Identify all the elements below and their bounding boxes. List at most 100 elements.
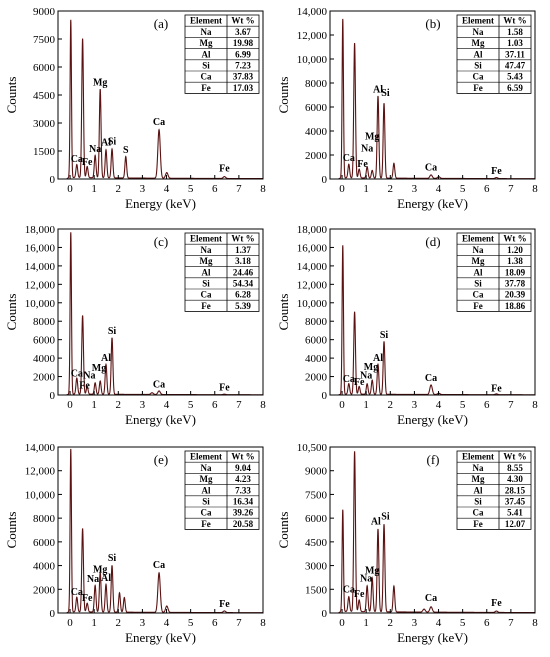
y-axis-label: Counts — [276, 512, 291, 549]
table-cell-element: Na — [473, 463, 484, 473]
table-cell-value: 1.20 — [507, 245, 523, 255]
x-tick-label: 2 — [116, 399, 122, 411]
y-tick-label: 10,000 — [297, 54, 328, 66]
peak-label: Al — [101, 573, 111, 584]
peak-label: Ca — [153, 560, 165, 571]
table-cell-element: Ca — [473, 508, 484, 518]
x-tick-label: 4 — [436, 399, 442, 411]
table-cell-value: 37.45 — [505, 497, 526, 507]
y-tick-label: 12,000 — [25, 466, 56, 478]
y-tick-label: 12,000 — [297, 30, 328, 42]
peak-label: Ca — [425, 163, 437, 174]
peak-label: Si — [108, 553, 117, 564]
table-cell-element: Al — [202, 485, 211, 495]
x-tick-label: 6 — [212, 399, 218, 411]
peak-label: Ca — [71, 369, 83, 380]
table-cell-element: Mg — [200, 256, 213, 266]
table-border — [184, 450, 260, 530]
y-axis-label: Counts — [4, 294, 19, 331]
x-tick-label: 1 — [91, 617, 97, 629]
x-tick-label: 4 — [436, 183, 442, 195]
y-tick-label: 6000 — [33, 335, 56, 347]
x-tick-label: 8 — [260, 399, 266, 411]
table-cell-value: 39.26 — [233, 508, 254, 518]
peak-label: Si — [380, 330, 389, 341]
y-tick-label: 7500 — [305, 489, 328, 501]
x-tick-label: 3 — [412, 183, 418, 195]
table-cell-value: 9.04 — [235, 463, 251, 473]
peak-label: Mg — [93, 78, 107, 89]
x-tick-label: 8 — [260, 183, 266, 195]
y-tick-label: 12,000 — [25, 279, 56, 291]
table-border — [456, 232, 532, 312]
peak-label: Ca — [343, 153, 355, 164]
x-tick-label: 4 — [164, 183, 170, 195]
x-tick-label: 0 — [67, 617, 73, 629]
panel-label: (f) — [427, 452, 440, 467]
peak-label: Fe — [82, 593, 93, 604]
plot-frame — [57, 228, 264, 396]
table-cell-value: 1.38 — [507, 256, 523, 266]
peak-label: Mg — [93, 565, 107, 576]
peak-label: Ca — [71, 154, 83, 165]
x-tick-label: 5 — [460, 617, 466, 629]
table-cell-value: 18.09 — [505, 267, 526, 277]
table-border — [184, 14, 260, 94]
peak-label: Ca — [343, 584, 355, 595]
x-tick-label: 5 — [188, 399, 194, 411]
table-cell-element: Mg — [472, 256, 485, 266]
peak-label: Na — [83, 370, 95, 381]
spectrum-panel: 0 1 2 3 4 5 6 7 8 0 2000 4000 6000 8000 10,000 12,000 14… — [4, 224, 266, 427]
y-tick-label: 1500 — [305, 584, 328, 596]
peak-label: Ca — [343, 374, 355, 385]
y-tick-label: 16,000 — [297, 242, 328, 254]
table-cell-value: 20.58 — [233, 519, 254, 529]
x-tick-label: 0 — [67, 399, 73, 411]
x-tick-label: 7 — [508, 399, 514, 411]
table-cell-element: Si — [474, 61, 482, 71]
table-cell-value: 4.30 — [507, 474, 523, 484]
peak-label: S — [123, 145, 129, 156]
y-tick-label: 2000 — [305, 150, 328, 162]
x-tick-label: 6 — [484, 183, 490, 195]
table-cell-value: 17.03 — [233, 83, 254, 93]
y-tick-label: 8000 — [33, 513, 56, 525]
y-tick-label: 14,000 — [25, 261, 56, 273]
y-tick-label: 4500 — [305, 537, 328, 549]
x-tick-label: 8 — [260, 617, 266, 629]
table-header: Element — [190, 234, 222, 244]
table-cell-value: 6.28 — [235, 290, 251, 300]
x-tick-label: 0 — [339, 183, 345, 195]
table-cell-element: Al — [474, 485, 483, 495]
peak-label: Na — [360, 573, 372, 584]
table-cell-element: Ca — [473, 72, 484, 82]
spectrum-panel: 0 1 2 3 4 5 6 7 8 0 1500 3000 4500 6000 7500 9000 10,500… — [276, 442, 538, 645]
table-cell-element: Al — [202, 267, 211, 277]
x-tick-label: 1 — [91, 183, 97, 195]
y-tick-label: 7500 — [33, 34, 56, 46]
table-cell-value: 8.55 — [507, 463, 523, 473]
y-tick-label: 0 — [50, 608, 56, 620]
peak-label: Fe — [491, 598, 502, 609]
table-cell-value: 5.39 — [235, 301, 251, 311]
table-cell-element: Mg — [472, 474, 485, 484]
panel-label: (d) — [425, 234, 440, 249]
y-tick-label: 10,500 — [297, 442, 328, 454]
table-cell-element: Mg — [200, 38, 213, 48]
y-tick-label: 2000 — [33, 372, 56, 384]
table-cell-element: Ca — [201, 290, 212, 300]
x-tick-label: 7 — [236, 183, 242, 195]
x-axis-label: Energy (keV) — [125, 196, 196, 211]
table-cell-element: Fe — [473, 519, 483, 529]
peak-label: Si — [381, 512, 390, 523]
peak-label: Fe — [82, 157, 93, 168]
table-cell-element: Na — [473, 245, 484, 255]
table-cell-element: Si — [474, 497, 482, 507]
x-tick-label: 7 — [236, 617, 242, 629]
y-tick-label: 10,000 — [25, 298, 56, 310]
x-tick-label: 7 — [508, 617, 514, 629]
table-header: Element — [462, 452, 494, 462]
x-tick-label: 8 — [532, 399, 538, 411]
peak-label: Na — [87, 574, 99, 585]
panel-label: (c) — [154, 234, 168, 249]
